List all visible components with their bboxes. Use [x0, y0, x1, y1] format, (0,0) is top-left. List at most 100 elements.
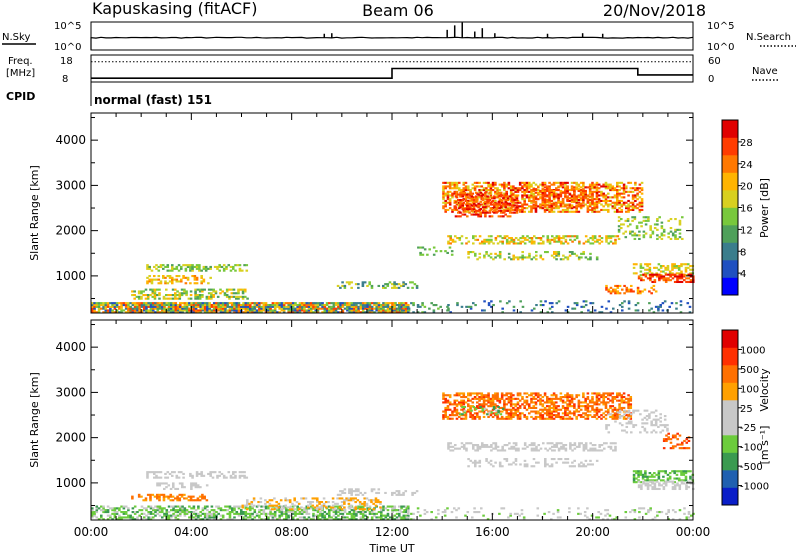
power-panel: 1000 2000 3000 4000 [55, 112, 695, 314]
power-y-tick-label: 2000 [55, 224, 86, 238]
frequency-trace [91, 67, 693, 80]
power-echo-region-14 [605, 284, 658, 295]
power-y-tick-label: 1000 [55, 269, 86, 283]
velocity-scatter-cells [91, 392, 695, 521]
colorbar-swatch [722, 347, 738, 366]
date-title: 20/Nov/2018 [603, 1, 706, 20]
colorbar-swatch [722, 400, 738, 418]
station-title: Kapuskasing (fitACF) [92, 0, 257, 18]
noise-tick-bottom-right: 10^0 [707, 42, 734, 53]
colorbar-swatch [722, 260, 738, 278]
colorbar-swatch [722, 155, 738, 173]
power-colorbar-tick: 20 [740, 182, 753, 193]
velocity-echo-region-2 [146, 471, 249, 479]
velocity-echo-region-4 [241, 497, 382, 511]
velocity-echo-region-7 [459, 406, 505, 416]
velocity-panel-ylabel: Slant Range [km] [28, 372, 41, 468]
x-tick-label: 16:00 [475, 525, 510, 539]
velocity-colorbar-label: Velocity [758, 368, 771, 412]
power-echo-region-11 [417, 246, 454, 256]
power-echo-region-4 [336, 281, 419, 289]
power-echo-region-8 [532, 186, 599, 209]
noise-panel: N.Sky 10^5 10^0 10^5 10^0 N.Search [2, 21, 796, 53]
power-colorbar-tick: 24 [740, 160, 753, 171]
nave-tick-bottom: 0 [708, 74, 714, 85]
velocity-colorbar-tick: -25 [740, 423, 756, 434]
power-y-tick-label: 4000 [55, 133, 86, 147]
velocity-echo-region-0 [91, 505, 410, 521]
x-tick-label: 12:00 [375, 525, 410, 539]
colorbar-swatch [722, 417, 738, 436]
velocity-colorbar-tick: -500 [740, 462, 763, 473]
frequency-panel: Freq. [MHz] 18 8 60 0 Nave [6, 54, 778, 85]
freq-unit-label: [MHz] [6, 68, 35, 79]
power-colorbar-tick: 8 [740, 247, 746, 258]
velocity-y-tick-label: 2000 [55, 431, 86, 445]
power-echo-region-7 [454, 191, 519, 218]
nsky-label: N.Sky [2, 32, 30, 43]
velocity-echo-region-14 [392, 507, 695, 521]
power-echo-region-10 [467, 251, 599, 261]
velocity-panel-frame [90, 319, 694, 521]
power-echo-region-9 [447, 235, 620, 245]
velocity-colorbar-tick: 500 [740, 365, 759, 376]
x-tick-label: 08:00 [274, 525, 309, 539]
colorbar-swatch [722, 190, 738, 208]
cpid-text: normal (fast) 151 [94, 93, 212, 107]
power-scatter-cells [91, 181, 695, 314]
velocity-colorbar-tick: -100 [740, 443, 763, 454]
velocity-echo-region-5 [336, 488, 419, 496]
colorbar-swatch [722, 207, 738, 226]
velocity-y-tick-label: 4000 [55, 340, 86, 354]
power-echo-region-3 [146, 264, 249, 272]
colorbar-swatch [722, 172, 738, 191]
velocity-echo-region-8 [447, 442, 617, 452]
nsearch-label: N.Search [746, 32, 791, 43]
colorbar-swatch [722, 277, 738, 296]
power-echo-region-5 [394, 302, 449, 314]
colorbar-swatch [722, 487, 738, 506]
colorbar-swatch [722, 137, 738, 156]
colorbar-swatch [722, 365, 738, 383]
freq-tick-bottom: 8 [62, 74, 68, 85]
nave-label: Nave [752, 66, 778, 77]
velocity-echo-region-13 [605, 409, 669, 434]
power-y-tick-label: 3000 [55, 178, 86, 192]
velocity-echo-region-10 [632, 470, 695, 484]
power-colorbar: 4 8 12 16 20 24 28 [721, 119, 753, 296]
noise-tick-top-right: 10^5 [707, 21, 734, 32]
power-echo-region-16 [447, 300, 692, 314]
velocity-echo-region-3 [156, 482, 209, 491]
noise-tick-top-left: 10^5 [54, 21, 81, 32]
velocity-echo-region-1 [131, 493, 209, 502]
velocity-echo-region-12 [662, 432, 691, 450]
power-colorbar-tick: 12 [740, 225, 753, 236]
nsky-trace [90, 36, 694, 50]
velocity-y-tick-label: 1000 [55, 476, 86, 490]
velocity-colorbar-tick: 1000 [740, 345, 765, 356]
x-tick-label: 00:00 [676, 525, 711, 539]
x-tick-label: 00:00 [74, 525, 109, 539]
velocity-colorbar-tick: 25 [740, 404, 753, 415]
nsky-spikes [323, 22, 604, 38]
colorbar-swatch [722, 435, 738, 453]
colorbar-swatch [722, 242, 738, 261]
velocity-echo-region-11 [637, 480, 695, 491]
nave-tick-top: 60 [708, 56, 721, 67]
colorbar-swatch [722, 330, 738, 348]
freq-tick-top: 18 [60, 56, 73, 67]
velocity-colorbar-unit: [m s⁻¹] [758, 426, 771, 465]
power-echo-region-15 [617, 216, 684, 241]
colorbar-swatch [722, 225, 738, 243]
beam-title: Beam 06 [362, 1, 434, 20]
velocity-colorbar-tick: 100 [740, 384, 759, 395]
velocity-echo-region-6 [442, 392, 633, 420]
power-colorbar-tick: 16 [740, 204, 753, 215]
cpid-label: CPID [6, 90, 35, 103]
velocity-colorbar: 1000 500 100 25 -25 -100 -500 -1000 [721, 329, 769, 506]
power-echo-region-1 [131, 288, 249, 300]
power-panel-frame [90, 112, 694, 314]
colorbar-swatch [722, 120, 738, 138]
noise-tick-bottom-left: 10^0 [54, 42, 81, 53]
